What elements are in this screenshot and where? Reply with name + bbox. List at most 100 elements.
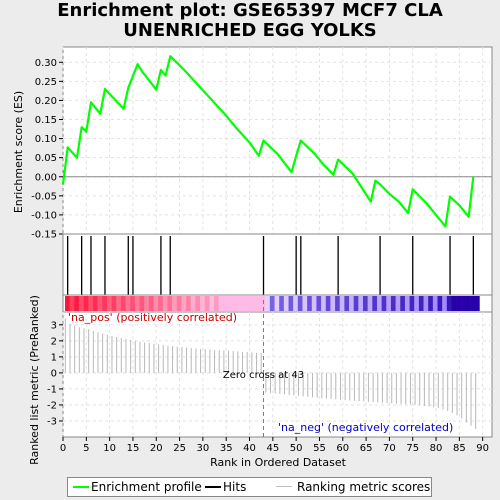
colorbar-cell — [214, 296, 219, 311]
x-tick-label: 15 — [127, 443, 140, 454]
rank-colorbar — [65, 296, 480, 311]
colorbar-cell — [241, 296, 247, 311]
es-y-tick-label: -0.05 — [31, 191, 57, 202]
chart-title-line1: Enrichment plot: GSE65397 MCF7 CLA — [57, 0, 443, 21]
colorbar-cell — [144, 296, 150, 311]
colorbar-cell — [204, 296, 210, 311]
es-y-tick-label: 0.10 — [35, 134, 57, 145]
colorbar-cell — [120, 296, 126, 311]
colorbar-cell — [311, 296, 317, 311]
zero-cross-label: Zero cross at 43 — [223, 370, 304, 381]
colorbar-cell — [353, 296, 359, 311]
colorbar-cell — [465, 296, 471, 311]
colorbar-cell — [158, 296, 164, 311]
colorbar-cell — [335, 296, 341, 311]
legend-label-ranking: Ranking metric scores — [297, 480, 431, 494]
x-tick-label: 75 — [406, 443, 419, 454]
x-tick-label: 40 — [243, 443, 256, 454]
colorbar-cell — [269, 296, 275, 311]
colorbar-cell — [451, 296, 457, 311]
colorbar-cell — [423, 296, 429, 311]
colorbar-cell — [279, 296, 285, 311]
colorbar-cell — [246, 296, 252, 311]
colorbar-cell — [376, 296, 382, 311]
colorbar-cell — [134, 296, 140, 311]
metric-panel-frame — [62, 311, 493, 438]
x-tick-label: 5 — [83, 443, 89, 454]
colorbar-cell — [111, 296, 117, 311]
metric-y-tick-label: -1 — [47, 384, 57, 395]
colorbar-cell — [409, 296, 415, 311]
x-tick-label: 20 — [150, 443, 163, 454]
colorbar-cell — [381, 296, 387, 311]
colorbar-cell — [190, 296, 196, 311]
metric-y-ticks: -3 -2 -1 0 1 2 3 — [47, 320, 63, 427]
colorbar-cell — [316, 296, 322, 311]
colorbar-cell — [395, 296, 401, 311]
metric-y-tick-label: 1 — [51, 352, 57, 363]
colorbar-cell — [116, 296, 122, 311]
colorbar-cell — [390, 296, 396, 311]
x-tick-label: 80 — [430, 443, 443, 454]
colorbar-cell — [195, 296, 201, 311]
metric-y-tick-label: -2 — [47, 400, 57, 411]
colorbar-cell — [69, 296, 75, 311]
colorbar-cell — [339, 296, 345, 311]
x-tick-label: 25 — [173, 443, 186, 454]
colorbar-cell — [442, 296, 448, 311]
legend-swatch-ranking — [276, 486, 292, 487]
colorbar-cell — [153, 296, 159, 311]
colorbar-cell — [283, 296, 289, 311]
colorbar-cell — [237, 296, 243, 311]
colorbar-cell — [274, 296, 280, 311]
metric-y-tick-label: 3 — [51, 320, 57, 331]
colorbar-cell — [418, 296, 424, 311]
colorbar-cell — [92, 296, 98, 311]
x-tick-label: 0 — [60, 443, 66, 454]
colorbar-cell — [227, 296, 233, 311]
colorbar-cell — [363, 296, 368, 311]
hits-panel-frame — [62, 233, 493, 296]
metric-y-tick-label: 0 — [51, 368, 57, 379]
legend: Enrichment profile Hits Ranking metric s… — [67, 477, 432, 497]
colorbar-cell — [148, 296, 154, 311]
x-tick-label: 35 — [220, 443, 233, 454]
es-y-tick-label: -0.15 — [31, 230, 57, 241]
es-y-axis-label: Enrichment score (ES) — [12, 91, 25, 213]
metric-bars — [64, 318, 477, 429]
es-y-tick-label: 0.20 — [35, 96, 57, 107]
colorbar-cell — [176, 296, 182, 311]
colorbar-cell — [344, 296, 350, 311]
colorbar-cell — [293, 296, 299, 311]
colorbar-cell — [172, 296, 178, 311]
colorbar-cell — [78, 296, 84, 311]
colorbar-cell — [330, 296, 336, 311]
colorbar-cell — [446, 296, 452, 311]
chart-title-line2: UNENRICHED EGG YOLKS — [123, 20, 377, 41]
colorbar-cell — [83, 296, 89, 311]
es-y-ticks: -0.15 -0.10 -0.05 0.00 0.05 0.10 0.15 0.20 0.25 0… — [31, 58, 63, 241]
colorbar-cell — [302, 296, 308, 311]
x-tick-label: 60 — [336, 443, 349, 454]
x-tick-label: 65 — [360, 443, 373, 454]
colorbar-cell — [428, 296, 434, 311]
colorbar-cell — [162, 296, 168, 311]
colorbar-cell — [97, 296, 103, 311]
metric-y-tick-label: -3 — [47, 416, 57, 427]
es-y-tick-label: 0.05 — [35, 153, 57, 164]
colorbar-cell — [358, 296, 364, 311]
colorbar-cell — [218, 296, 224, 311]
enrichment-profile-line — [61, 55, 475, 228]
colorbar-cell — [255, 296, 261, 311]
colorbar-cell — [232, 296, 238, 311]
colorbar-cell — [74, 296, 80, 311]
colorbar-cell — [367, 296, 373, 311]
metric-y-axis-label: Ranked list metric (PreRanked) — [28, 295, 41, 465]
hit-markers — [67, 236, 474, 295]
es-y-tick-label: 0.15 — [35, 115, 57, 126]
colorbar-cell — [130, 296, 136, 311]
colorbar-cell — [251, 296, 257, 311]
colorbar-cell — [223, 296, 229, 311]
legend-label-enrichment: Enrichment profile — [91, 480, 202, 494]
